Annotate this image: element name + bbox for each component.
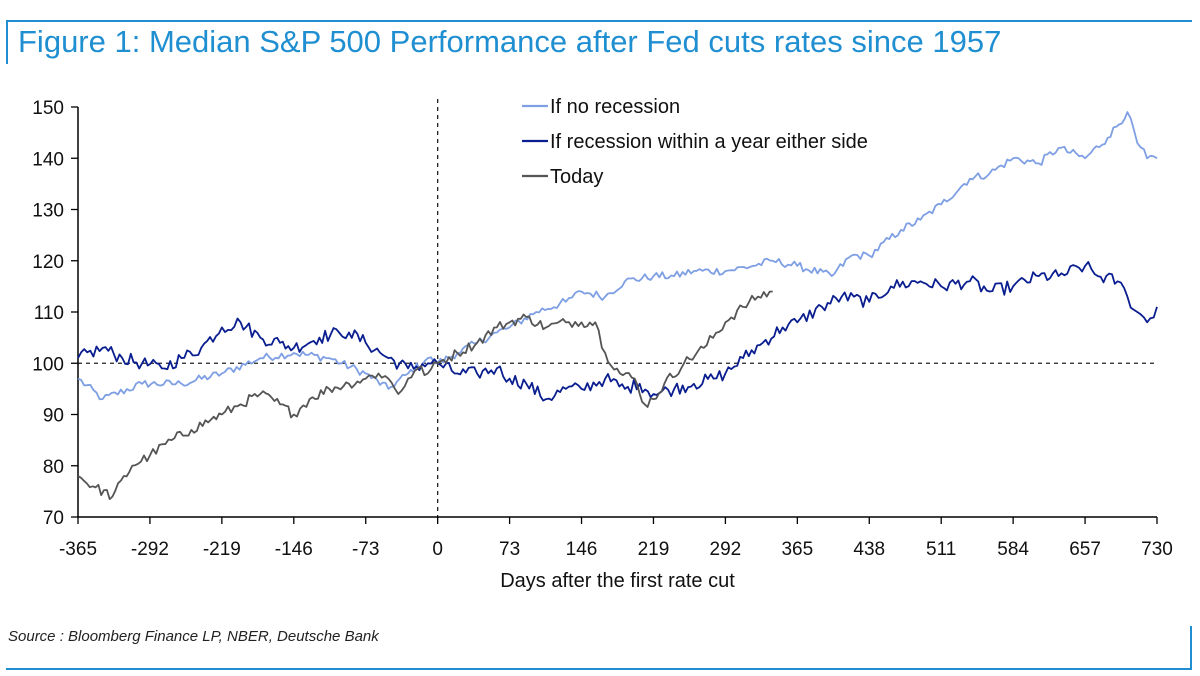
legend-label-no-recession: If no recession xyxy=(550,96,680,118)
y-tick-label: 120 xyxy=(32,252,64,273)
x-tick-label: -365 xyxy=(59,539,97,560)
y-tick-label: 100 xyxy=(32,354,64,375)
series-line-today xyxy=(77,290,773,500)
x-tick-label: 365 xyxy=(781,539,813,560)
x-tick-label: 584 xyxy=(997,539,1029,560)
x-tick-label: 730 xyxy=(1141,539,1173,560)
x-tick-label: 219 xyxy=(638,539,670,560)
legend-label-recession: If recession within a year either side xyxy=(550,131,868,153)
x-tick-label: -292 xyxy=(131,539,169,560)
series-line-no-recession xyxy=(77,111,1158,401)
x-tick-label: 146 xyxy=(566,539,598,560)
legend-layer: If no recession If recession within a yea… xyxy=(522,96,868,188)
top-frame-line xyxy=(6,20,1192,22)
x-tick-label: -73 xyxy=(352,539,379,560)
x-tick-label: -146 xyxy=(275,539,313,560)
x-tick-label: 438 xyxy=(853,539,885,560)
source-note: Source : Bloomberg Finance LP, NBER, Deu… xyxy=(8,628,379,645)
y-tick-label: 150 xyxy=(32,98,64,119)
y-tick-label: 130 xyxy=(32,201,64,222)
axes-layer: 70 80 90 100 110 120 130 140 150 -365 -292 -219 -146… xyxy=(32,98,1173,592)
x-tick-label: 0 xyxy=(432,539,443,560)
series-layer xyxy=(77,111,1158,500)
x-tick-label: 292 xyxy=(710,539,742,560)
chart-title: Figure 1: Median S&P 500 Performance aft… xyxy=(18,24,1002,59)
x-axis-label: Days after the first rate cut xyxy=(500,570,735,592)
y-tick-label: 140 xyxy=(32,149,64,170)
series-line-recession xyxy=(77,261,1158,402)
x-tick-label: 657 xyxy=(1069,539,1101,560)
x-tick-label: 511 xyxy=(926,539,956,560)
legend-label-today: Today xyxy=(550,166,603,188)
top-frame-corner xyxy=(6,20,8,64)
x-tick-label: 73 xyxy=(499,539,520,560)
y-tick-label: 90 xyxy=(43,406,64,427)
y-tick-label: 70 xyxy=(43,508,64,529)
x-tick-label: -219 xyxy=(203,539,241,560)
bottom-frame-line xyxy=(6,668,1192,670)
y-tick-label: 110 xyxy=(34,303,64,324)
y-tick-label: 80 xyxy=(43,457,64,478)
bottom-frame-corner xyxy=(1190,626,1192,670)
reference-lines-layer xyxy=(78,99,1157,517)
